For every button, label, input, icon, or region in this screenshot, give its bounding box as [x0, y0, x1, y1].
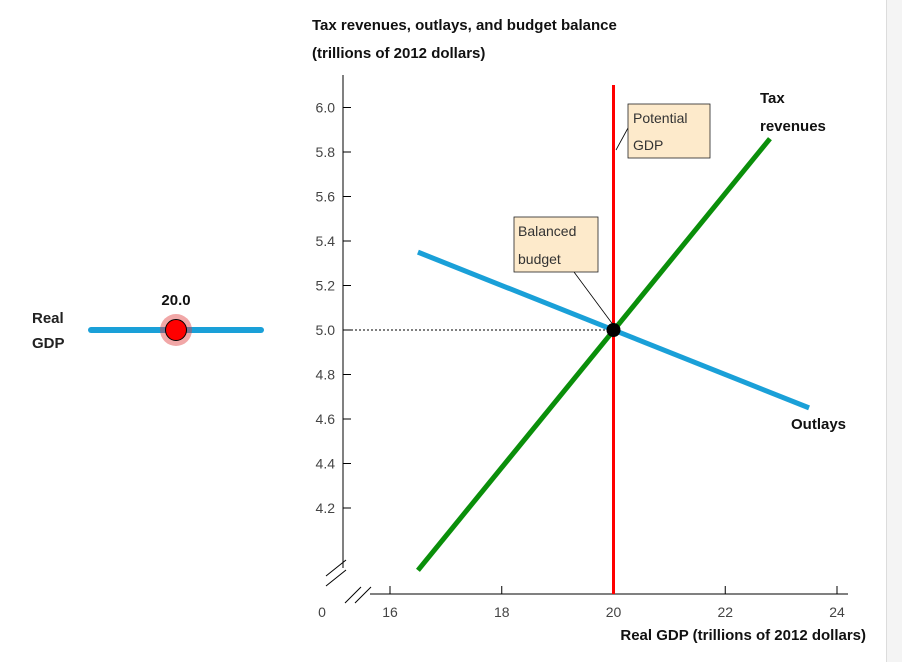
- chart-title-line1: Tax revenues, outlays, and budget balanc…: [312, 17, 617, 34]
- real-gdp-slider: Real GDP 20.0: [0, 280, 280, 370]
- x-tick-label: 18: [494, 604, 510, 620]
- y-tick-label: 5.8: [316, 144, 336, 160]
- y-tick-label: 4.6: [316, 411, 336, 427]
- y-tick-label: 5.6: [316, 189, 336, 205]
- tax-revenues-label-line2: revenues: [760, 118, 826, 135]
- balanced-budget-leader: [573, 271, 615, 327]
- x-axis-label: Real GDP (trillions of 2012 dollars): [620, 627, 866, 644]
- potential-gdp-label-line2: GDP: [633, 137, 663, 153]
- tax-revenues-label-line1: Tax: [760, 90, 785, 107]
- balanced-budget-label-line1: Balanced: [518, 223, 576, 239]
- y-axis-break: [325, 559, 347, 587]
- y-tick-label: 4.2: [316, 500, 336, 516]
- x-tick-label: 22: [717, 604, 733, 620]
- y-tick-label: 4.4: [316, 456, 336, 472]
- x-tick-label: 16: [382, 604, 398, 620]
- x-tick-label: 24: [829, 604, 845, 620]
- y-tick-label: 5.0: [316, 322, 336, 338]
- potential-gdp-leader: [615, 127, 629, 151]
- y-tick-label: 6.0: [316, 100, 336, 116]
- potential-gdp-callout: Potential GDP: [627, 103, 711, 159]
- y-tick-label: 5.4: [316, 233, 336, 249]
- x-tick-label: 20: [606, 604, 622, 620]
- y-tick-label: 5.2: [316, 278, 336, 294]
- slider-handle[interactable]: [165, 319, 187, 341]
- balanced-budget-label-line2: budget: [518, 251, 561, 267]
- x-axis-break: [344, 586, 372, 604]
- balanced-budget-callout: Balanced budget: [513, 216, 599, 273]
- balanced-budget-point: [606, 323, 621, 337]
- slider-label-line1: Real: [32, 310, 64, 327]
- x-origin-label: 0: [318, 604, 326, 620]
- series-label-tax-revenues: Tax revenues: [760, 90, 826, 135]
- series-tax-revenues: [416, 137, 772, 572]
- y-tick-label: 4.8: [316, 367, 336, 383]
- chart-title: Tax revenues, outlays, and budget balanc…: [312, 17, 617, 62]
- slider-label-line2: GDP: [32, 335, 65, 352]
- x-axis-ticks: 16 18 20 22 24: [382, 586, 845, 620]
- chart-title-line2: (trillions of 2012 dollars): [312, 45, 485, 62]
- slider-value: 20.0: [161, 292, 191, 309]
- potential-gdp-label-line1: Potential: [633, 110, 687, 126]
- y-axis-ticks: 4.2 4.4 4.6 4.8 5.0 5.2 5.4 5.6 5.8 6.0: [316, 100, 351, 516]
- series-label-outlays: Outlays: [791, 416, 846, 433]
- scrollbar[interactable]: [886, 0, 902, 662]
